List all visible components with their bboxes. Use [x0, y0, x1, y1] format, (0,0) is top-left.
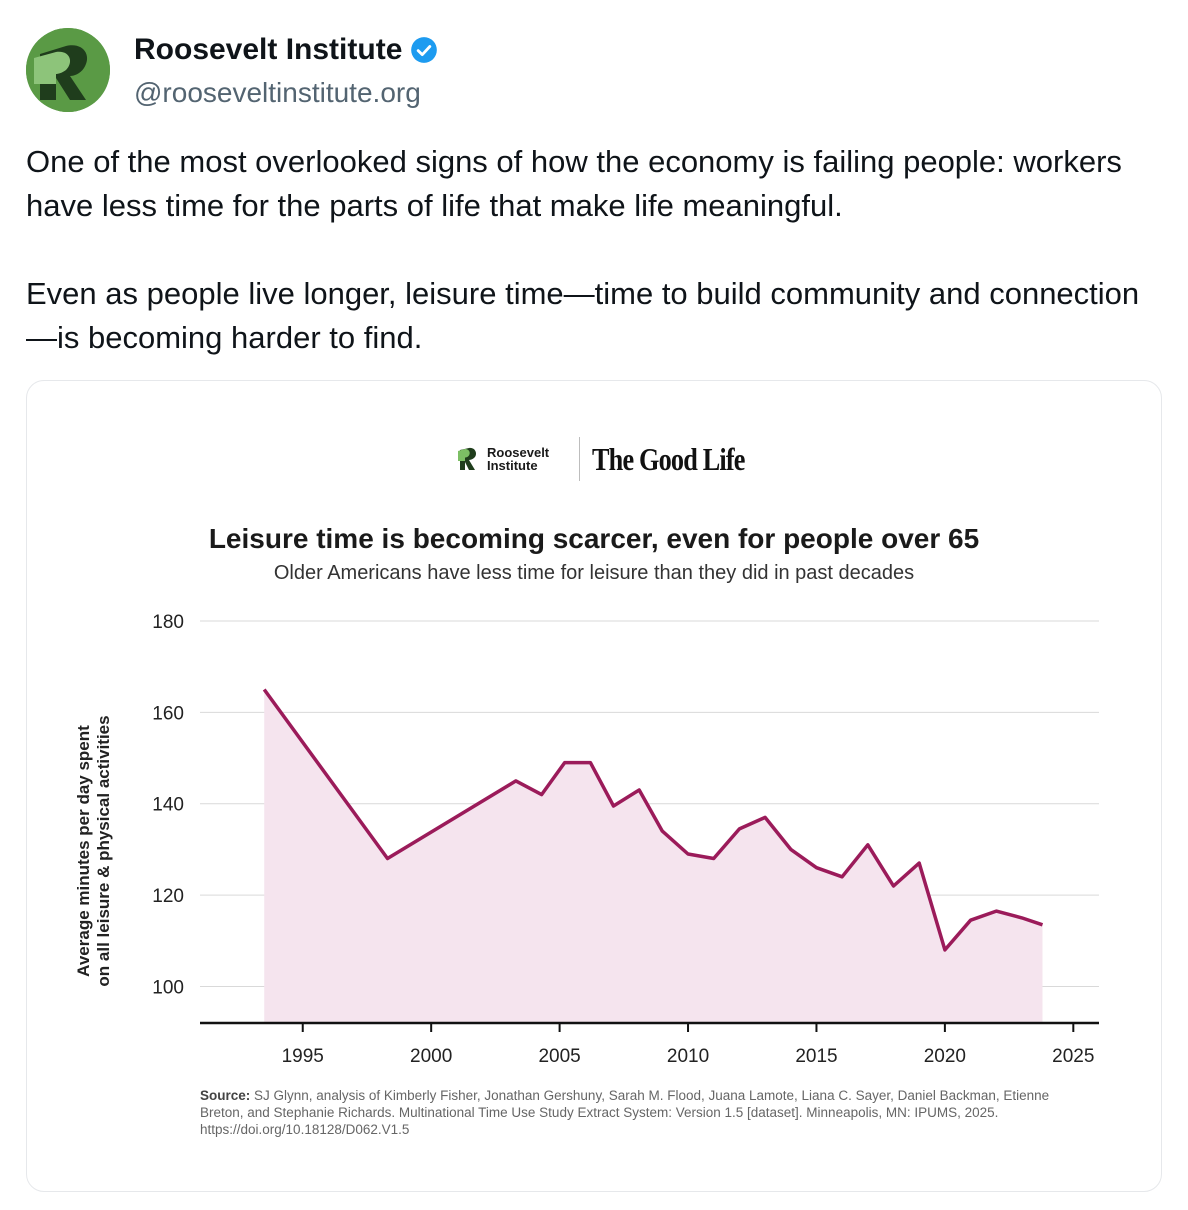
author-handle[interactable]: @rooseveltinstitute.org: [134, 77, 421, 108]
chart-title: Leisure time is becoming scarcer, even f…: [208, 523, 980, 554]
avatar[interactable]: [26, 28, 110, 112]
chart-y-tick-label: 140: [152, 795, 184, 816]
author-name[interactable]: Roosevelt Institute: [134, 32, 438, 68]
chart-subtitle: Older Americans have less time for leisu…: [273, 562, 915, 584]
brand-divider: [579, 437, 580, 481]
chart-x-ticks: 1995 2000 2005 2010 2015 2020 2025: [282, 1023, 1094, 1067]
brand-name-line2: Institute: [487, 458, 538, 473]
brand-name-line1: Roosevelt: [487, 445, 550, 460]
brand-series-title: The Good Life: [592, 440, 745, 477]
chart-y-ticks: 100 120 140 160 180: [152, 612, 184, 998]
chart-x-tick-label: 2020: [924, 1046, 966, 1067]
chart-source: Source: SJ Glynn, analysis of Kimberly F…: [200, 1087, 1080, 1138]
chart-series-line: [262, 688, 1044, 952]
brand-name: Roosevelt Institute: [487, 446, 567, 472]
chart-y-tick-label: 120: [152, 886, 184, 907]
roosevelt-logo-icon: [26, 28, 110, 112]
embedded-image-card[interactable]: Roosevelt Institute The Good Life Leisur…: [26, 380, 1162, 1192]
chart-y-tick-label: 100: [152, 977, 184, 998]
chart-y-label-line1: Average minutes per day spent: [74, 725, 93, 977]
source-label: Source:: [200, 1088, 251, 1103]
author-name-text: Roosevelt Institute: [134, 33, 403, 66]
chart-y-tick-label: 180: [152, 612, 184, 633]
chart-plot: 1995 2000 2005 2010 2015 2020 2025 100 120 140 16…: [74, 612, 1099, 1067]
chart-x-tick-label: 2025: [1052, 1046, 1094, 1067]
chart-x-tick-label: 2005: [538, 1046, 580, 1067]
chart-branding: Roosevelt Institute The Good Life: [457, 437, 778, 481]
chart-x-tick-label: 2000: [410, 1046, 452, 1067]
chart-y-tick-label: 160: [152, 703, 184, 724]
chart-x-tick-label: 1995: [282, 1046, 324, 1067]
post-text: One of the most overlooked signs of how …: [26, 140, 1162, 360]
post-paragraph: One of the most overlooked signs of how …: [26, 144, 1122, 223]
chart-x-tick-label: 2015: [795, 1046, 837, 1067]
chart-y-label-line2: on all leisure & physical activities: [94, 715, 113, 986]
source-text: SJ Glynn, analysis of Kimberly Fisher, J…: [200, 1088, 1050, 1137]
roosevelt-mini-logo-icon: [457, 446, 481, 472]
verified-badge-icon: [411, 37, 438, 63]
chart-area-fill: [264, 689, 1043, 1023]
chart-x-tick-label: 2010: [667, 1046, 709, 1067]
post-paragraph: Even as people live longer, leisure time…: [26, 276, 1140, 355]
